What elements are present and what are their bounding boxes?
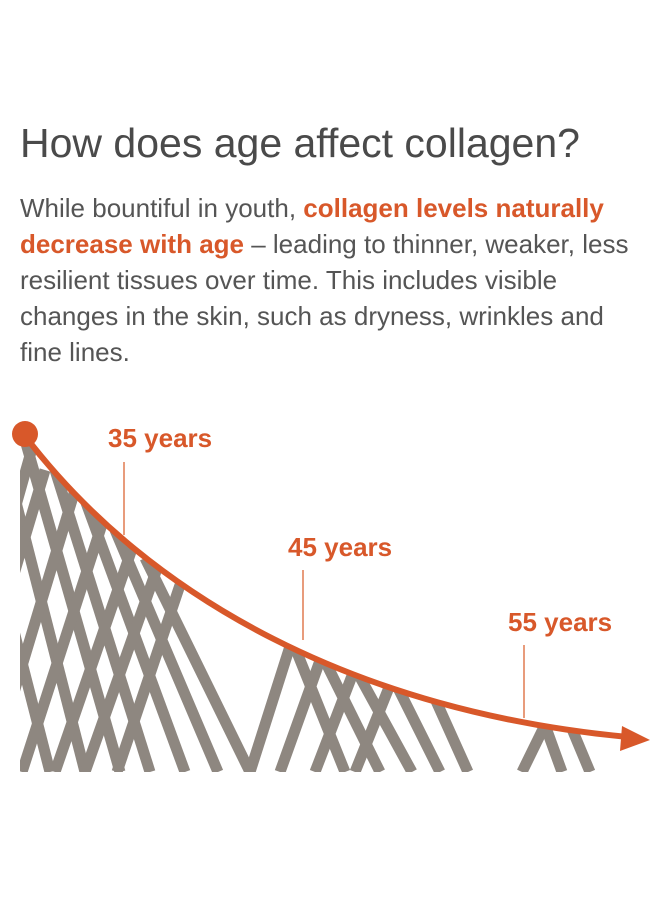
curve-mask	[25, 420, 660, 742]
curve-arrowhead	[620, 726, 650, 751]
collagen-fibers	[20, 420, 596, 772]
label-45-years: 45 years	[288, 532, 392, 562]
intro-text: While bountiful in youth,	[20, 193, 304, 223]
collagen-decline-curve	[22, 433, 631, 740]
page-title: How does age affect collagen?	[20, 120, 580, 166]
fiber-lattice-55	[517, 722, 596, 772]
label-35-years: 35 years	[108, 423, 212, 453]
intro-paragraph: While bountiful in youth, collagen level…	[20, 190, 645, 370]
label-55-years: 55 years	[508, 607, 612, 637]
curve-start-dot	[12, 421, 38, 447]
rest-text: – leading to thinner, weaker, less resil…	[20, 229, 629, 367]
fiber-lattice-45	[244, 637, 474, 772]
highlight-text: collagen levels naturally decrease with …	[20, 193, 604, 259]
fiber-lattice-35	[20, 420, 255, 772]
